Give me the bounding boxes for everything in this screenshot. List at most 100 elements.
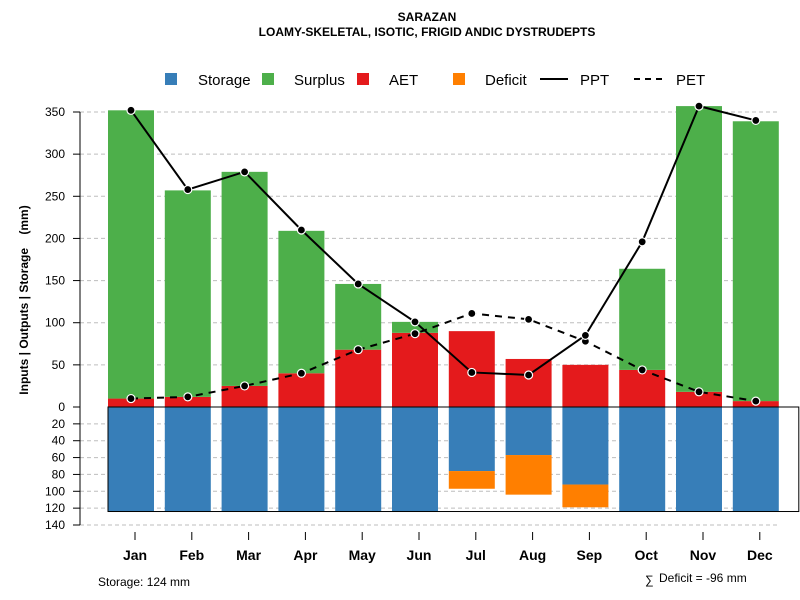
aet-bar xyxy=(562,364,609,407)
aet-bar xyxy=(392,332,438,407)
sum-symbol: ∑ xyxy=(645,573,654,587)
pet-point xyxy=(637,365,647,375)
legend-swatch-storage xyxy=(165,73,177,85)
aet-bar xyxy=(335,349,382,407)
y-tick-label: 20 xyxy=(52,417,66,431)
month-label: Feb xyxy=(179,547,204,563)
ppt-point xyxy=(523,370,534,380)
pet-point xyxy=(296,368,306,378)
deficit-bar xyxy=(448,471,495,489)
storage-bar xyxy=(505,407,552,456)
axes: Jan Feb Mar Apr May Jun Jul Aug Sep Oct Nov Dec 0 50 1… xyxy=(45,105,773,563)
legend-swatch-aet xyxy=(357,73,369,85)
storage-bar xyxy=(732,407,779,512)
y-tick-label: 60 xyxy=(52,451,66,465)
month-label: Oct xyxy=(635,547,659,563)
storage-bar xyxy=(108,407,154,512)
y-tick-label: 200 xyxy=(45,231,65,245)
storage-bar xyxy=(448,407,495,472)
y-tick-label: 150 xyxy=(45,274,65,288)
y-axis-label: Inputs | Outputs | Storage (mm) xyxy=(17,205,31,394)
y-tick-label: 0 xyxy=(58,400,65,414)
ppt-point xyxy=(353,279,363,289)
month-label: May xyxy=(349,547,376,563)
storage-bar xyxy=(562,407,609,485)
ppt-point xyxy=(240,167,250,177)
pet-point xyxy=(410,329,420,339)
ppt-point xyxy=(580,330,591,340)
pet-point xyxy=(467,308,477,319)
bars xyxy=(107,106,800,513)
pet-point xyxy=(694,387,704,397)
surplus-bar xyxy=(619,268,666,370)
month-label: Mar xyxy=(236,547,261,563)
y-tick-label: 140 xyxy=(45,518,65,532)
legend-swatch-deficit xyxy=(453,73,465,85)
chart-title: SARAZAN xyxy=(398,10,457,24)
pet-line xyxy=(130,312,756,403)
y-tick-label: 80 xyxy=(52,467,66,481)
ppt-point xyxy=(694,101,704,111)
month-label: Jun xyxy=(407,547,432,563)
ppt-point xyxy=(467,367,477,378)
ppt-point xyxy=(410,317,420,327)
storage-bar xyxy=(619,407,666,512)
storage-note: Storage: 124 mm xyxy=(98,575,190,589)
ppt-point xyxy=(751,115,761,126)
month-label: Jan xyxy=(123,547,147,563)
surplus-bar xyxy=(392,321,438,333)
month-label: Jul xyxy=(466,547,486,563)
storage-bar xyxy=(278,407,325,512)
pet-point xyxy=(353,345,363,355)
deficit-bar xyxy=(562,484,609,508)
surplus-bar xyxy=(164,190,211,397)
ppt-point xyxy=(637,237,647,247)
aet-bar xyxy=(278,373,325,407)
surplus-bar xyxy=(221,171,268,386)
legend-label-deficit: Deficit xyxy=(485,72,528,89)
ppt-point xyxy=(126,105,136,115)
month-label: Sep xyxy=(577,547,603,563)
surplus-bar xyxy=(732,121,779,402)
series-lines xyxy=(126,101,761,406)
deficit-bar xyxy=(505,455,552,495)
storage-bar xyxy=(392,407,438,512)
pet-point xyxy=(523,314,534,324)
month-label: Aug xyxy=(519,547,546,563)
storage-bar xyxy=(335,407,382,512)
deficit-note: Deficit = -96 mm xyxy=(659,571,747,585)
month-label: Apr xyxy=(293,547,318,563)
legend-swatch-surplus xyxy=(262,73,274,85)
y-tick-label: 350 xyxy=(45,105,65,119)
legend-label-storage: Storage xyxy=(198,72,251,89)
y-tick-label: 120 xyxy=(45,501,65,515)
pet-point xyxy=(126,393,136,404)
month-label: Nov xyxy=(690,547,717,563)
y-tick-label: 250 xyxy=(45,189,65,203)
ppt-line xyxy=(130,104,757,376)
storage-bar xyxy=(676,407,722,512)
ppt-point xyxy=(183,184,193,195)
ppt-point xyxy=(296,225,306,235)
storage-bar xyxy=(221,407,268,512)
y-tick-label: 40 xyxy=(52,434,66,448)
y-tick-label: 300 xyxy=(45,147,65,161)
legend-label-aet: AET xyxy=(389,72,418,89)
y-tick-label: 50 xyxy=(52,358,66,372)
legend-label-pet: PET xyxy=(676,72,705,89)
month-label: Dec xyxy=(747,547,773,563)
legend: Storage Surplus AET Deficit PPT PET xyxy=(165,72,705,89)
aet-bar xyxy=(221,385,268,407)
chart-subtitle: LOAMY-SKELETAL, ISOTIC, FRIGID ANDIC DYS… xyxy=(259,25,596,39)
pet-point xyxy=(751,396,761,406)
pet-point xyxy=(183,392,193,402)
aet-bar xyxy=(164,396,211,407)
legend-label-surplus: Surplus xyxy=(294,72,345,89)
y-tick-label: 100 xyxy=(45,316,65,330)
pet-point xyxy=(240,381,250,391)
aet-bar xyxy=(676,391,722,407)
storage-bar xyxy=(164,407,211,512)
y-tick-label: 100 xyxy=(45,484,65,498)
legend-label-ppt: PPT xyxy=(580,72,609,89)
